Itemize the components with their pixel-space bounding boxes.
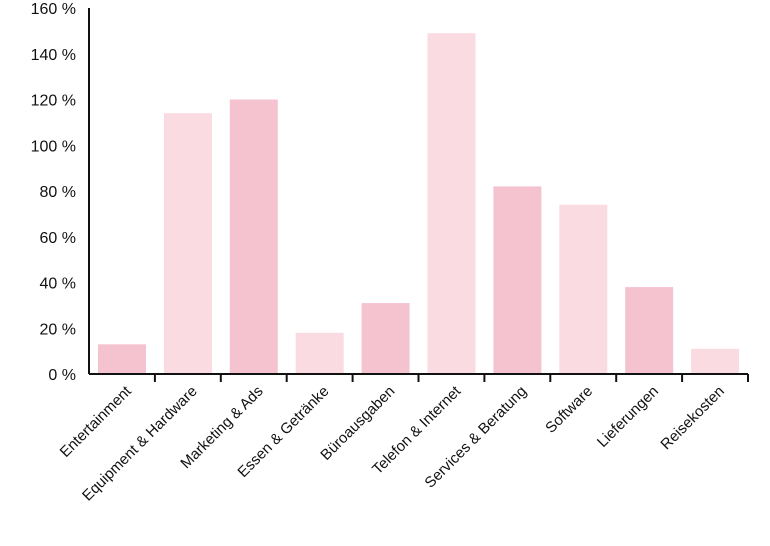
bar (625, 287, 674, 374)
y-tick-label: 0 % (48, 367, 76, 384)
y-axis: 0 % 20 % 40 % 60 % 80 % 100 % 120 % 140 % 160 % (31, 1, 90, 384)
bar (295, 332, 344, 374)
y-tick-label: 80 % (40, 184, 76, 201)
bar (361, 303, 410, 374)
y-tick-label: 120 % (31, 93, 76, 110)
y-tick-label: 20 % (40, 321, 76, 338)
bar (559, 204, 608, 374)
x-category-label: Software (542, 383, 596, 437)
y-tick-label: 100 % (31, 138, 76, 155)
bar (691, 348, 740, 374)
y-tick-label: 140 % (31, 47, 76, 64)
bar (229, 99, 278, 374)
bar (98, 344, 146, 374)
x-category-label: Lieferungen (594, 383, 662, 451)
y-tick-label: 40 % (40, 276, 76, 293)
x-category-label: Equipment & Hardware (79, 383, 201, 505)
bar (163, 113, 212, 374)
bars (98, 33, 740, 374)
y-tick-label: 60 % (40, 230, 76, 247)
x-category-label: Reisekosten (657, 383, 727, 453)
bar (493, 186, 542, 374)
bar (427, 33, 476, 374)
y-tick-label: 160 % (31, 1, 76, 18)
